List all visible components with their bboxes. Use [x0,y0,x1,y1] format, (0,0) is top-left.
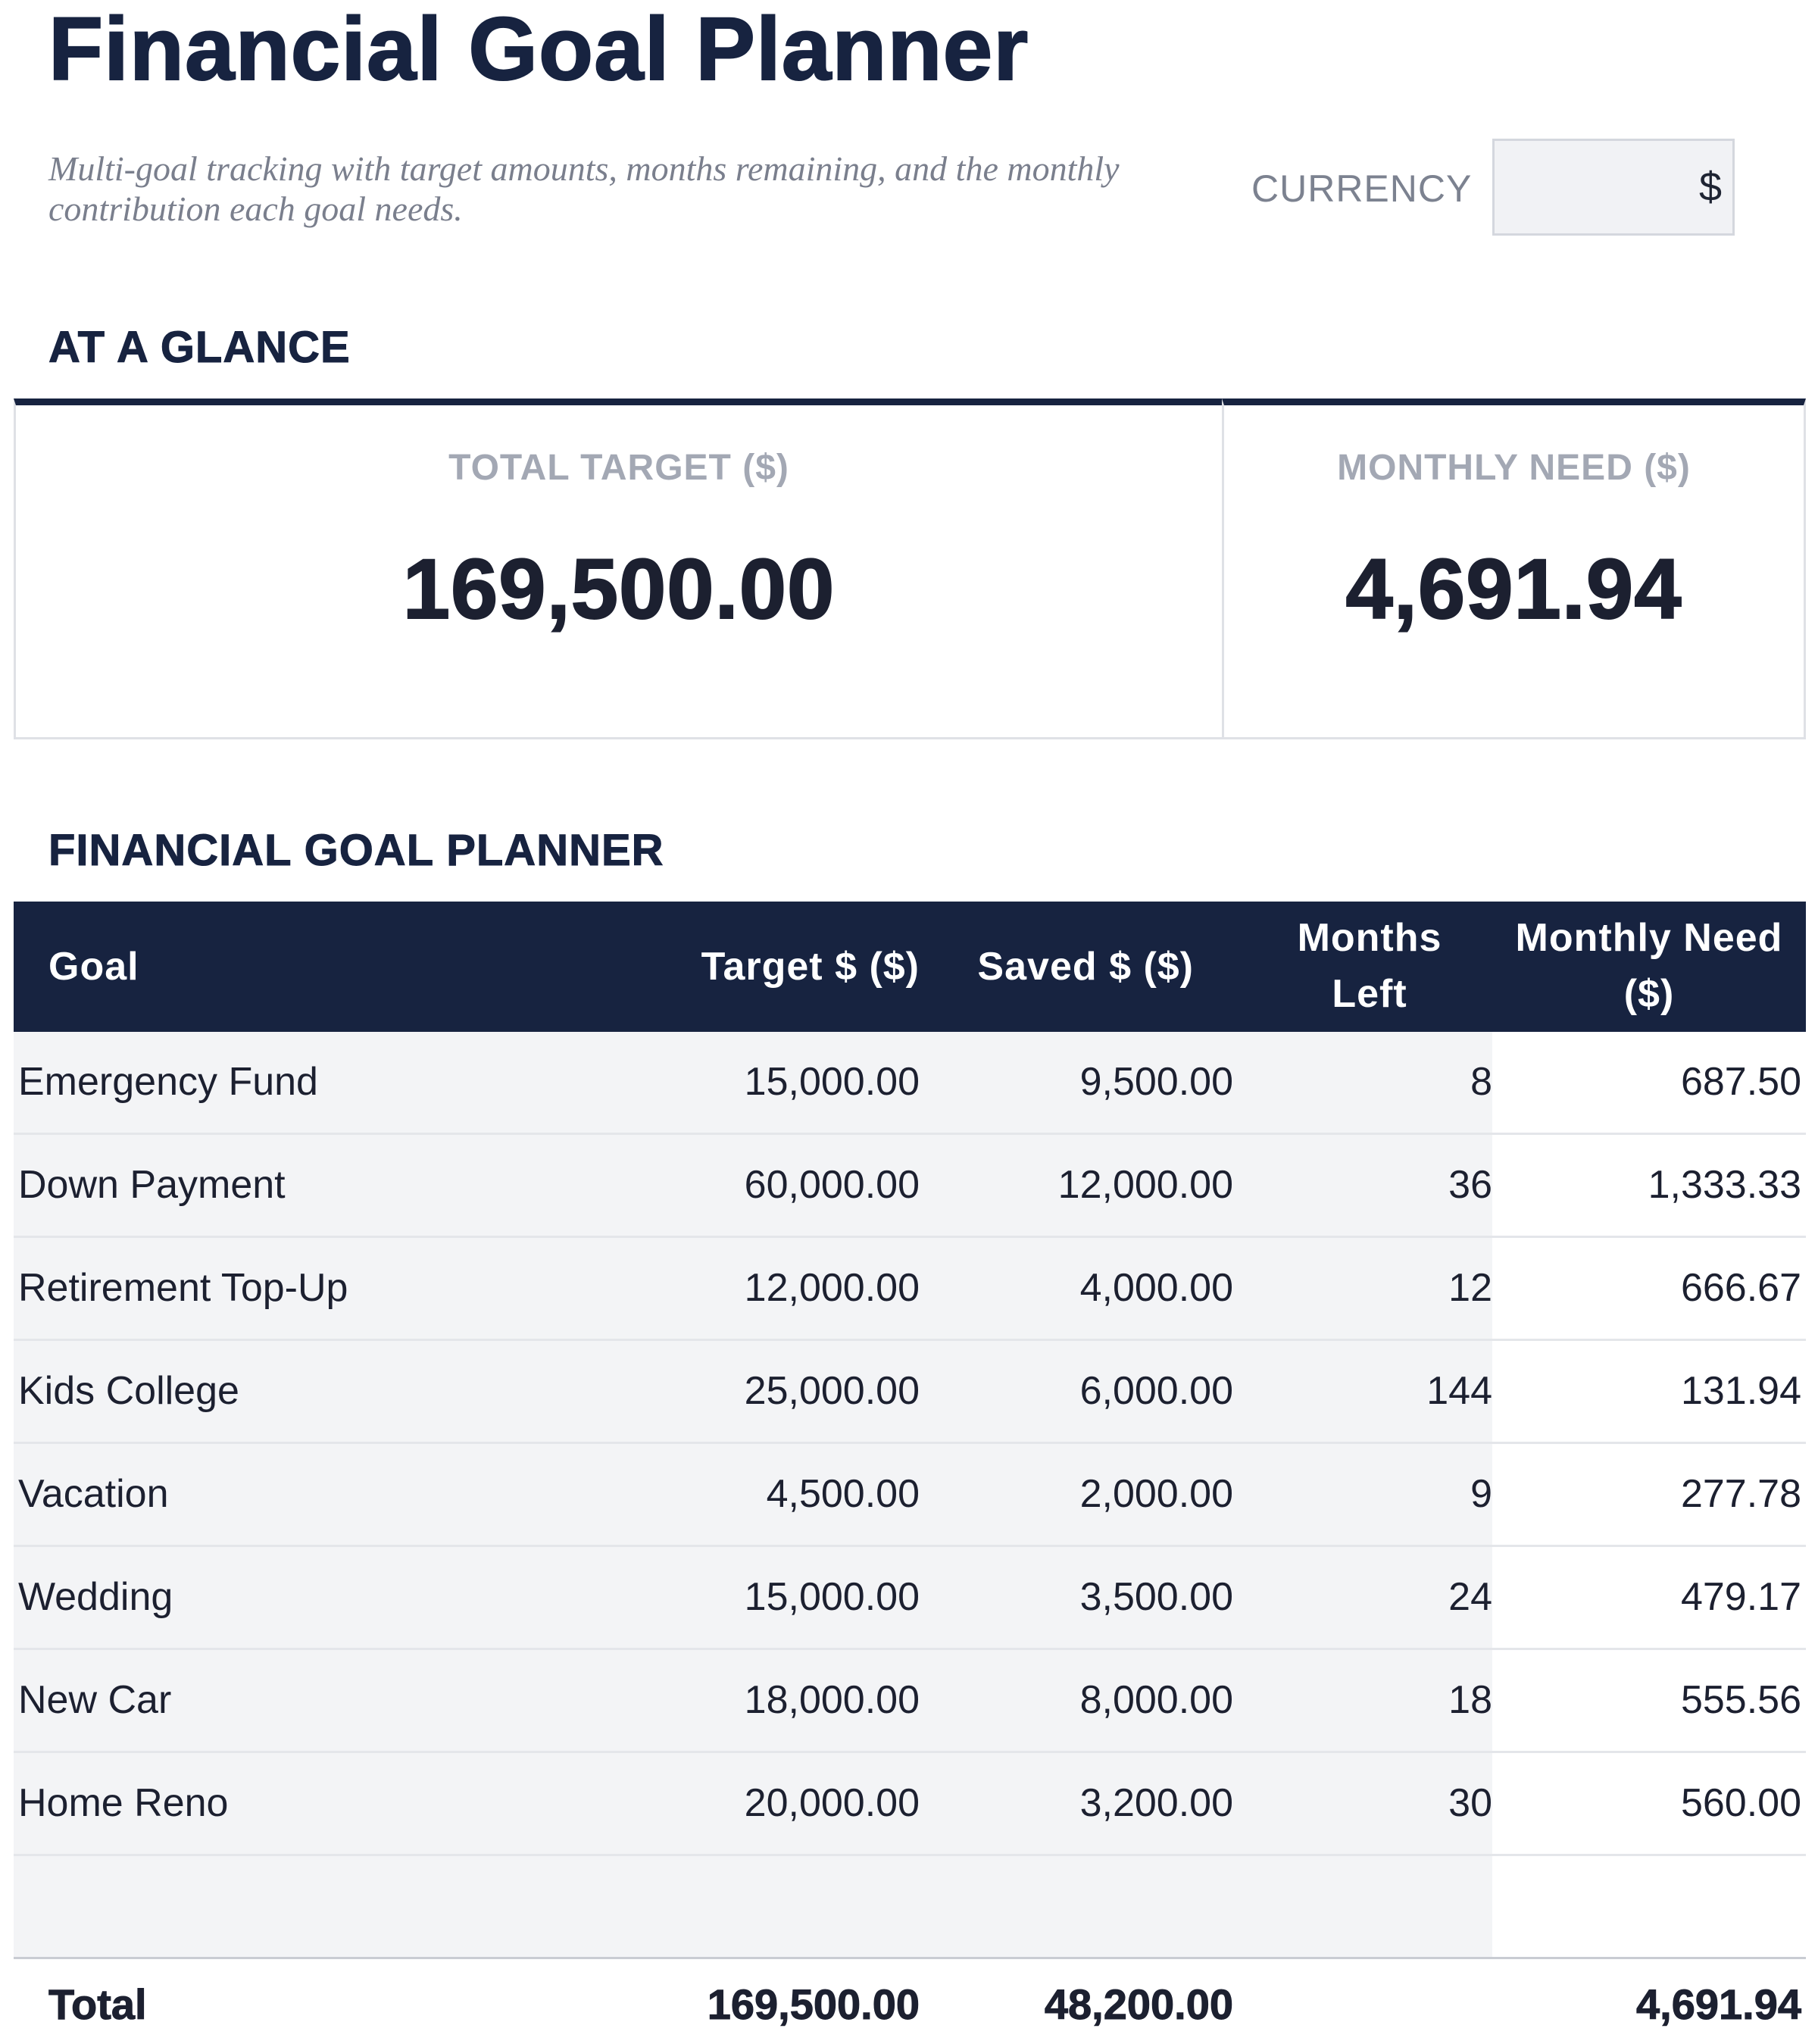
saved-cell[interactable]: 2,000.00 [1079,1472,1233,1516]
currency-input[interactable]: $ [1492,139,1735,236]
table-header: Goal Target $ ($) Saved $ ($) Months Lef… [14,902,1806,1032]
saved-cell[interactable]: 9,500.00 [1079,1060,1233,1104]
total-target-label: TOTAL TARGET ($) [448,448,789,488]
page-title: Financial Goal Planner [48,0,1029,99]
goal-name-cell[interactable]: Kids College [18,1369,239,1413]
monthly-need-cell: 555.56 [1680,1678,1801,1722]
target-cell[interactable]: 12,000.00 [744,1266,920,1310]
table-row[interactable]: Vacation 4,500.00 2,000.00 9 277.78 [14,1444,1806,1547]
saved-cell[interactable]: 3,200.00 [1079,1781,1233,1825]
goal-name-cell[interactable]: Down Payment [18,1163,286,1207]
monthly-need-cell: 666.67 [1680,1266,1801,1310]
page-subtitle: Multi-goal tracking with target amounts,… [48,149,1120,228]
table-row[interactable]: Retirement Top-Up 12,000.00 4,000.00 12 … [14,1238,1806,1341]
total-target-card: TOTAL TARGET ($) 169,500.00 [14,398,1224,739]
months-left-cell[interactable]: 12 [1448,1266,1492,1310]
target-cell[interactable]: 15,000.00 [744,1575,920,1619]
table-row[interactable]: Emergency Fund 15,000.00 9,500.00 8 687.… [14,1032,1806,1135]
target-cell[interactable]: 15,000.00 [744,1060,920,1104]
column-header-target: Target $ ($) [701,945,920,989]
goal-table-body: Emergency Fund 15,000.00 9,500.00 8 687.… [14,1032,1806,1959]
months-left-cell[interactable]: 30 [1448,1781,1492,1825]
goal-name-cell[interactable]: Home Reno [18,1781,229,1825]
target-cell[interactable]: 25,000.00 [744,1369,920,1413]
monthly-need-label: MONTHLY NEED ($) [1337,448,1691,488]
months-left-cell[interactable]: 8 [1470,1060,1492,1104]
monthly-need-cell: 479.17 [1680,1575,1801,1619]
target-cell[interactable]: 60,000.00 [744,1163,920,1207]
total-label: Total [48,1980,148,2029]
target-cell[interactable]: 20,000.00 [744,1781,920,1825]
column-header-monthly-need-line1: Monthly Need [1515,916,1783,960]
monthly-need-cell: 131.94 [1680,1369,1801,1413]
total-row: Total 169,500.00 48,200.00 4,691.94 [14,1967,1806,2042]
empty-table-row[interactable] [14,1856,1806,1959]
goal-name-cell[interactable]: New Car [18,1678,172,1722]
saved-cell[interactable]: 12,000.00 [1057,1163,1233,1207]
months-left-cell[interactable]: 144 [1426,1369,1492,1413]
currency-label: CURRENCY [1251,167,1473,210]
planner-heading: FINANCIAL GOAL PLANNER [48,826,664,876]
months-left-cell[interactable]: 36 [1448,1163,1492,1207]
monthly-need-cell: 560.00 [1680,1781,1801,1825]
monthly-need-cell: 277.78 [1680,1472,1801,1516]
saved-cell[interactable]: 3,500.00 [1079,1575,1233,1619]
column-header-goal: Goal [48,945,139,989]
monthly-need-value: 4,691.94 [1345,541,1682,637]
months-left-cell[interactable]: 9 [1470,1472,1492,1516]
column-header-monthly-need-line2: ($) [1623,972,1675,1016]
total-monthly-need-cell: 4,691.94 [1636,1980,1802,2029]
column-header-months-left-line2: Left [1332,972,1407,1016]
total-target-value: 169,500.00 [402,541,836,637]
table-row[interactable]: Home Reno 20,000.00 3,200.00 30 560.00 [14,1753,1806,1856]
table-row[interactable]: Wedding 15,000.00 3,500.00 24 479.17 [14,1547,1806,1650]
table-row[interactable]: New Car 18,000.00 8,000.00 18 555.56 [14,1650,1806,1753]
column-header-monthly-need: Monthly Need ($) [1492,910,1806,1022]
column-header-months-left-line1: Months [1297,916,1442,960]
table-row[interactable]: Down Payment 60,000.00 12,000.00 36 1,33… [14,1135,1806,1238]
column-header-saved: Saved $ ($) [977,945,1194,989]
months-left-cell[interactable]: 18 [1448,1678,1492,1722]
target-cell[interactable]: 18,000.00 [744,1678,920,1722]
table-row[interactable]: Kids College 25,000.00 6,000.00 144 131.… [14,1341,1806,1444]
total-saved-cell: 48,200.00 [1044,1980,1233,2029]
monthly-need-cell: 687.50 [1680,1060,1801,1104]
target-cell[interactable]: 4,500.00 [766,1472,920,1516]
monthly-need-cell: 1,333.33 [1648,1163,1801,1207]
goal-name-cell[interactable]: Wedding [18,1575,173,1619]
currency-value: $ [1698,164,1722,210]
goal-name-cell[interactable]: Vacation [18,1472,169,1516]
goal-name-cell[interactable]: Retirement Top-Up [18,1266,348,1310]
months-left-cell[interactable]: 24 [1448,1575,1492,1619]
monthly-need-card: MONTHLY NEED ($) 4,691.94 [1222,398,1806,739]
saved-cell[interactable]: 8,000.00 [1079,1678,1233,1722]
column-header-months-left: Months Left [1256,910,1483,1022]
saved-cell[interactable]: 4,000.00 [1079,1266,1233,1310]
saved-cell[interactable]: 6,000.00 [1079,1369,1233,1413]
at-a-glance-heading: AT A GLANCE [48,323,351,373]
total-target-cell: 169,500.00 [707,1980,920,2029]
goal-name-cell[interactable]: Emergency Fund [18,1060,318,1104]
